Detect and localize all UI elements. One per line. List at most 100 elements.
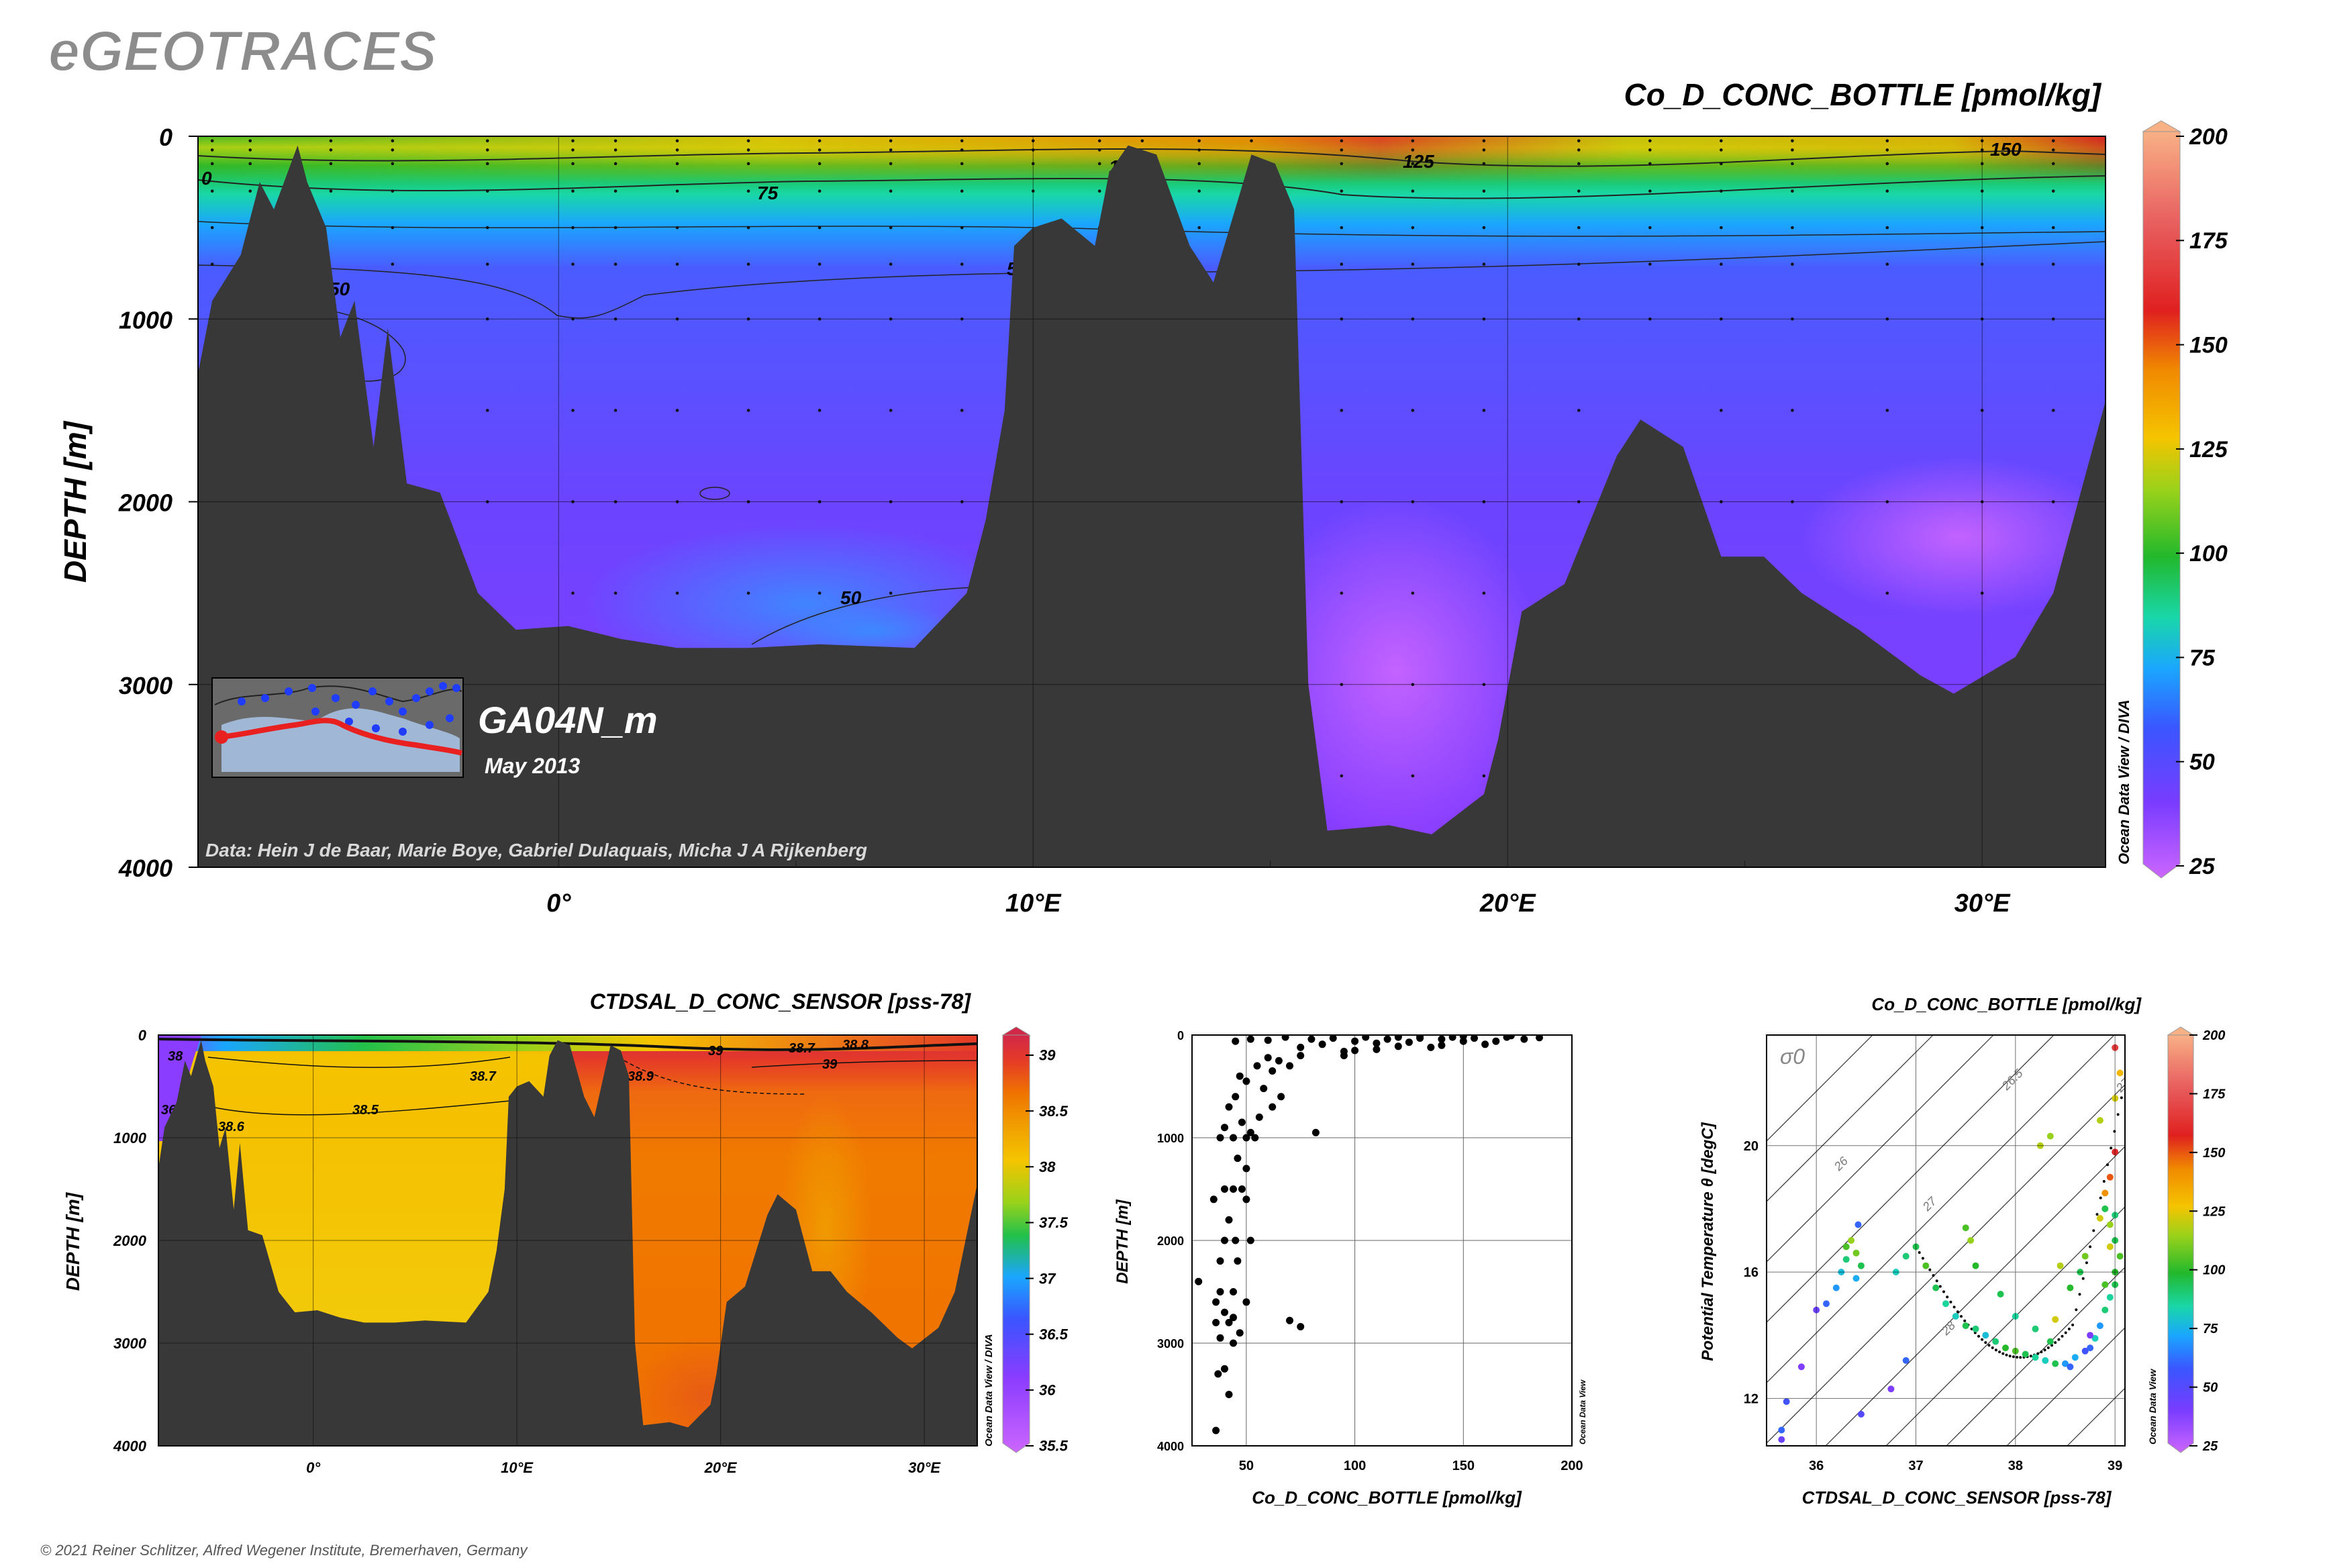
inset-map-sea (221, 708, 460, 772)
sample-dot (1885, 409, 1889, 412)
sample-dot (1482, 774, 1486, 778)
contour-line (198, 241, 2106, 319)
sample-dot (1648, 189, 1652, 193)
station-dot (345, 718, 353, 726)
data-point (1520, 1035, 1528, 1043)
colorbar-tick-label: 200 (2189, 124, 2228, 150)
contour-label: 38.8 (842, 1038, 869, 1052)
colorbar-tick-label: 35.5 (1039, 1438, 1069, 1455)
contour-label: 39 (822, 1057, 838, 1072)
sample-dot (1885, 139, 1889, 143)
data-point (1195, 1277, 1203, 1285)
sample-dot (1097, 189, 1101, 193)
contour-label: 39 (708, 1044, 724, 1059)
data-point (1935, 1279, 1938, 1283)
sample-dot (1791, 162, 1794, 166)
station-dot (261, 694, 269, 702)
y-tick-label: 20 (1744, 1139, 1759, 1154)
sample-dot (2051, 162, 2055, 166)
sample-dot (571, 189, 575, 193)
main-x-ticks: 0° 10°E 20°E 30°E (546, 889, 2011, 918)
sample-dot (1577, 189, 1581, 193)
data-point (1857, 1410, 1865, 1418)
data-point (2075, 1308, 2078, 1312)
sample-dot (1197, 139, 1201, 143)
density-line (1767, 1035, 1934, 1202)
sample-dot (675, 591, 679, 595)
sample-dot (746, 262, 750, 266)
data-point (1952, 1306, 1956, 1309)
data-point (1994, 1349, 1997, 1352)
sample-dot (675, 226, 679, 230)
sample-dot (391, 148, 395, 152)
colorbar-tick-label: 39 (1039, 1047, 1056, 1064)
data-point (1797, 1363, 1805, 1371)
x-tick-label: 10°E (1005, 889, 1062, 918)
sample-dot (391, 139, 395, 143)
sample-dot (960, 139, 964, 143)
data-point (1963, 1319, 1967, 1322)
sample-dot (391, 189, 395, 193)
data-point (1783, 1398, 1790, 1406)
sample-dot (746, 189, 750, 193)
sample-dot (746, 162, 750, 166)
data-point (1932, 1284, 1940, 1291)
data-point (1842, 1243, 1850, 1251)
data-point (2092, 1229, 2095, 1232)
colorbar-tick-label: 200 (2202, 1028, 2225, 1043)
colorbar-tick-label: 150 (2189, 332, 2228, 358)
data-point (1221, 1365, 1228, 1373)
data-point (1448, 1035, 1456, 1041)
contour-label: 150 (1990, 139, 2022, 160)
deep-purple-patch-east (1799, 456, 2106, 618)
data-point (1997, 1291, 2004, 1297)
data-point (2043, 1349, 2046, 1352)
sample-dot (1340, 189, 1344, 193)
data-point (1928, 1268, 1932, 1271)
data-point (1351, 1037, 1359, 1045)
sample-dot (960, 162, 964, 166)
ts-plot-area (1767, 1035, 2125, 1446)
ts-scatter-plot: Co_D_CONC_BOTTLE [pmol/kg] 26 26.5 27 27… (1699, 994, 2226, 1508)
ts-chart-title: Co_D_CONC_BOTTLE [pmol/kg] (1871, 994, 2142, 1014)
data-point (2032, 1354, 2039, 1361)
data-point (1264, 1036, 1272, 1044)
data-point (1952, 1313, 1959, 1320)
data-point (2096, 1322, 2103, 1330)
data-point (1225, 1216, 1233, 1224)
data-point (2067, 1363, 2074, 1371)
sample-dot (1340, 409, 1344, 412)
sample-dot (1648, 226, 1652, 230)
data-point (1852, 1249, 1860, 1257)
data-point (1329, 1035, 1337, 1042)
data-point (1216, 1288, 1224, 1295)
ts-x-ticks: 36 37 38 39 (1809, 1459, 2122, 1473)
data-point (1942, 1300, 1949, 1308)
data-point (2096, 1215, 2103, 1222)
data-point (1221, 1124, 1228, 1132)
sample-dot (1885, 262, 1889, 266)
data-point (2116, 1069, 2124, 1077)
sample-dot (1648, 139, 1652, 143)
sample-dot (571, 162, 575, 166)
data-point (1238, 1185, 1246, 1193)
sample-dot (818, 591, 822, 595)
sample-dot (675, 148, 679, 152)
odv-label: Ocean Data View / DIVA (983, 1334, 995, 1447)
data-point (1311, 1128, 1320, 1136)
sample-dot (818, 262, 822, 266)
sample-dot (889, 148, 893, 152)
data-point (1234, 1155, 1242, 1163)
data-point (2022, 1351, 2029, 1358)
data-point (2120, 1096, 2123, 1099)
sample-dot (1197, 189, 1201, 193)
station-dot (426, 721, 434, 729)
profile-points (1195, 1035, 1543, 1434)
main-y-ticks: 0 1000 2000 3000 4000 (118, 124, 198, 882)
sample-dot (1885, 591, 1889, 595)
y-tick-label: 1000 (113, 1130, 147, 1146)
data-point (1242, 1134, 1250, 1142)
data-point (1255, 1113, 1263, 1121)
sample-dot (1885, 189, 1889, 193)
